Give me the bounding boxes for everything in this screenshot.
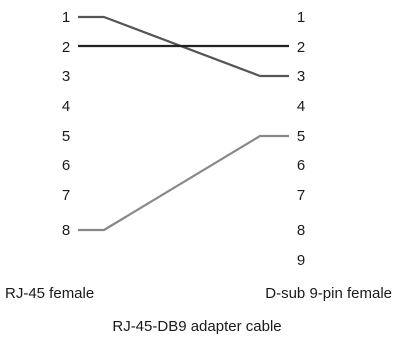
left-pin-5: 5 bbox=[62, 128, 70, 145]
diagram-caption: RJ-45-DB9 adapter cable bbox=[112, 318, 281, 335]
right-pin-3: 3 bbox=[297, 68, 305, 85]
wires bbox=[78, 15, 289, 232]
left-pin-numbers: 1 2 3 4 5 6 7 8 bbox=[62, 9, 70, 239]
left-pin-4: 4 bbox=[62, 98, 70, 115]
right-pin-4: 4 bbox=[297, 98, 305, 115]
right-connector-label: D-sub 9-pin female bbox=[265, 285, 392, 302]
right-pin-1: 1 bbox=[297, 9, 305, 26]
right-pin-9: 9 bbox=[297, 252, 305, 269]
left-pin-8: 8 bbox=[62, 222, 70, 239]
left-pin-7: 7 bbox=[62, 187, 70, 204]
right-pin-2: 2 bbox=[297, 39, 305, 56]
left-pin-1: 1 bbox=[62, 9, 70, 26]
left-connector-label: RJ-45 female bbox=[5, 285, 94, 302]
right-pin-numbers: 1 2 3 4 5 6 7 8 9 bbox=[297, 9, 305, 269]
left-pin-3: 3 bbox=[62, 68, 70, 85]
right-pin-6: 6 bbox=[297, 157, 305, 174]
wire-8-to-5 bbox=[78, 134, 289, 232]
left-pin-6: 6 bbox=[62, 157, 70, 174]
right-pin-7: 7 bbox=[297, 187, 305, 204]
right-pin-8: 8 bbox=[297, 222, 305, 239]
right-pin-5: 5 bbox=[297, 128, 305, 145]
left-pin-2: 2 bbox=[62, 39, 70, 56]
